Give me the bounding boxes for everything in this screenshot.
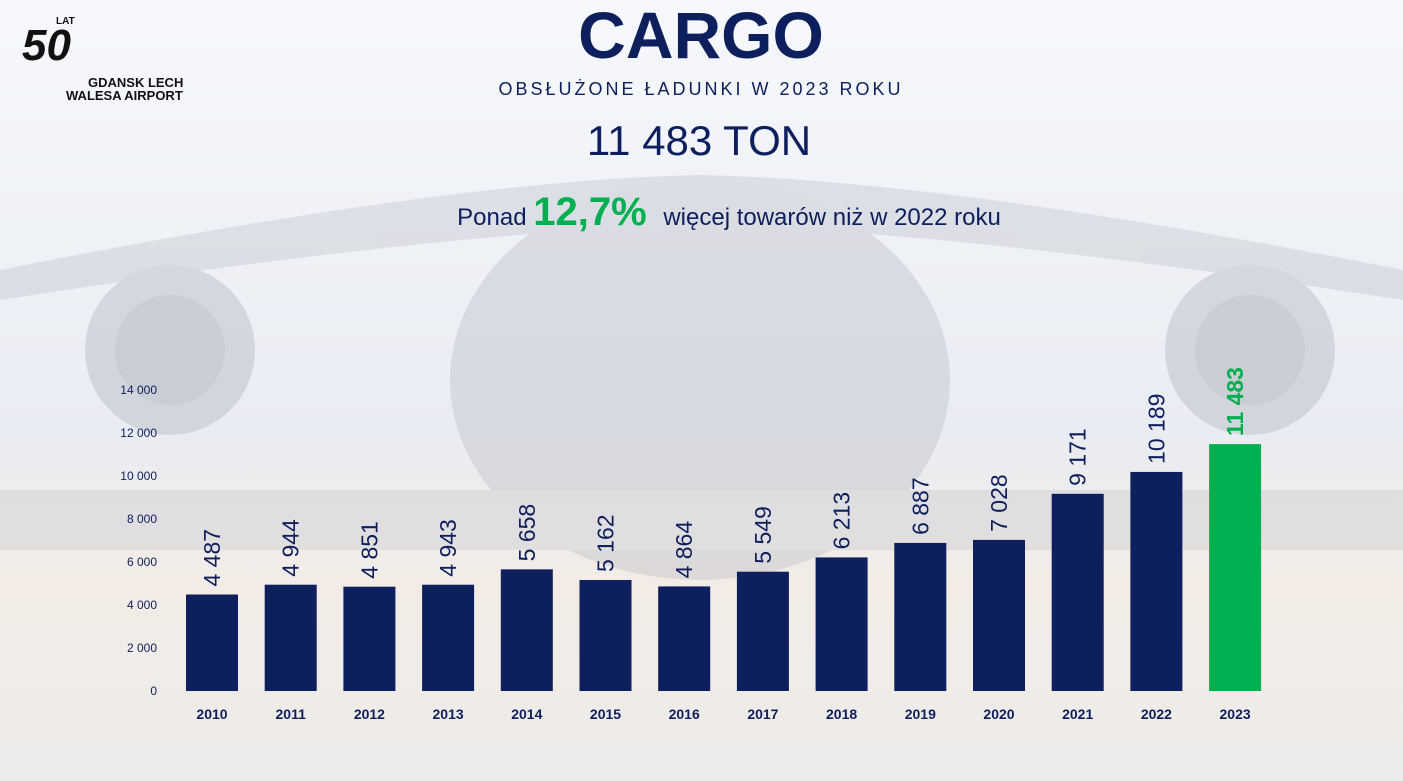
bar bbox=[1051, 493, 1104, 691]
chart-title: CARGO bbox=[578, 0, 824, 72]
bar bbox=[343, 586, 396, 691]
value-label: 6 213 bbox=[829, 492, 855, 550]
chart-subtitle: OBSŁUŻONE ŁADUNKI W 2023 ROKU bbox=[498, 79, 903, 99]
x-tick-label: 2018 bbox=[826, 706, 857, 722]
value-label: 4 487 bbox=[199, 529, 225, 587]
annotation-highlight: 12,7% bbox=[533, 190, 646, 234]
annotation-suffix: więcej towarów niż w 2022 roku bbox=[662, 204, 1001, 231]
value-label: 5 549 bbox=[750, 506, 776, 564]
y-tick-label: 8 000 bbox=[127, 512, 157, 526]
value-label: 6 887 bbox=[907, 477, 933, 535]
logo-line1: GDANSK LECH bbox=[88, 75, 183, 90]
y-tick-label: 0 bbox=[150, 684, 157, 698]
value-label: 4 851 bbox=[356, 521, 382, 579]
bar bbox=[658, 586, 711, 691]
x-tick-label: 2015 bbox=[590, 706, 621, 722]
x-tick-label: 2010 bbox=[196, 706, 227, 722]
logo: 50 LAT GDANSK LECH WALESA AIRPORT bbox=[22, 16, 183, 103]
x-tick-label: 2023 bbox=[1220, 706, 1251, 722]
y-tick-label: 10 000 bbox=[120, 469, 157, 483]
logo-line2: WALESA AIRPORT bbox=[66, 88, 183, 103]
headline: 11 483 TON bbox=[587, 117, 811, 164]
x-tick-label: 2014 bbox=[511, 706, 542, 722]
logo-number: 50 bbox=[22, 21, 71, 70]
y-tick-label: 12 000 bbox=[120, 426, 157, 440]
x-tick-label: 2011 bbox=[276, 706, 307, 722]
x-tick-label: 2013 bbox=[433, 706, 464, 722]
value-label: 5 658 bbox=[514, 504, 540, 562]
bar bbox=[579, 580, 632, 691]
x-tick-label: 2020 bbox=[983, 706, 1014, 722]
airplane-backdrop bbox=[0, 175, 1403, 580]
y-tick-label: 2 000 bbox=[127, 641, 157, 655]
value-label: 4 864 bbox=[671, 521, 697, 579]
value-label: 9 171 bbox=[1065, 428, 1091, 486]
bar bbox=[815, 557, 868, 691]
bar bbox=[186, 594, 238, 691]
value-label: 7 028 bbox=[986, 474, 1012, 532]
value-label: 4 943 bbox=[435, 519, 461, 577]
x-tick-label: 2017 bbox=[747, 706, 778, 722]
bar bbox=[973, 539, 1025, 691]
y-tick-label: 6 000 bbox=[127, 555, 157, 569]
annotation-prefix: Ponad bbox=[457, 204, 526, 231]
y-tick-label: 4 000 bbox=[127, 598, 157, 612]
bar bbox=[422, 584, 475, 691]
x-tick-label: 2022 bbox=[1141, 706, 1172, 722]
bar bbox=[1209, 444, 1262, 691]
logo-suffix: LAT bbox=[56, 16, 75, 27]
value-label: 4 944 bbox=[278, 519, 304, 577]
y-tick-label: 14 000 bbox=[120, 383, 157, 397]
bar bbox=[500, 569, 553, 691]
annotation: Ponad 12,7% więcej towarów niż w 2022 ro… bbox=[457, 190, 1001, 234]
bar bbox=[264, 584, 317, 691]
x-tick-label: 2021 bbox=[1062, 706, 1093, 722]
value-label: 5 162 bbox=[593, 514, 619, 572]
x-tick-label: 2019 bbox=[905, 706, 936, 722]
value-label: 10 189 bbox=[1143, 394, 1169, 464]
x-tick-label: 2012 bbox=[354, 706, 385, 722]
bar bbox=[1130, 471, 1183, 691]
value-label: 11 483 bbox=[1222, 367, 1248, 436]
x-tick-label: 2016 bbox=[669, 706, 700, 722]
bar bbox=[736, 571, 789, 691]
bar bbox=[894, 542, 947, 691]
